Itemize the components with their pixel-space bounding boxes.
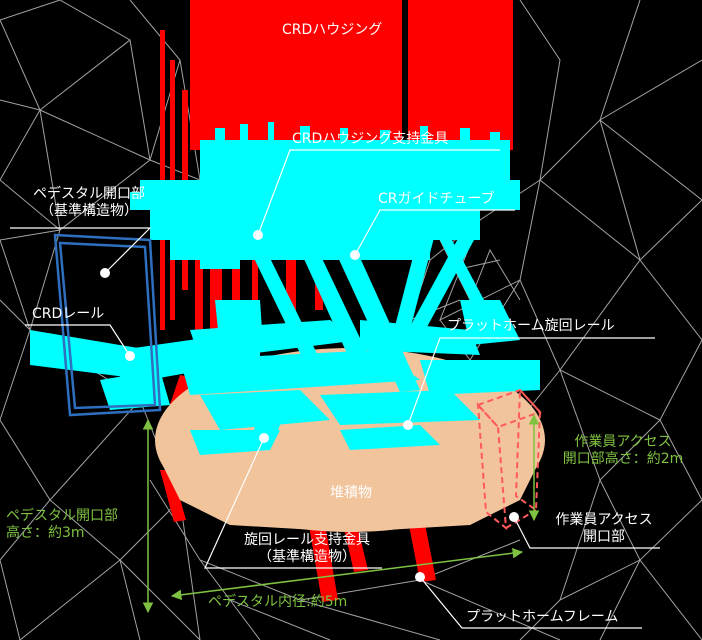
rotation-rail-support-line1: 旋回レール支持金具 <box>244 532 370 548</box>
dimension-lines <box>142 413 540 614</box>
worker-access-opening-label: 作業員アクセス 開口部 <box>540 512 668 546</box>
deposit-base <box>160 460 540 532</box>
worker-access-height-label: 作業員アクセス 開口部高さ：約2m <box>548 434 698 468</box>
platform-rotation-rail-label: プラットホーム旋回レール <box>447 318 615 334</box>
crd-housing-label: CRDハウジング <box>282 22 383 38</box>
platform-frame-label: プラットホームフレーム <box>466 609 619 625</box>
pedestal-opening-frame <box>53 233 162 417</box>
rotation-rail-support-label: 旋回レール支持金具 （基準構造物） <box>232 532 382 566</box>
pedestal-opening-label-line1: ペデスタル開口部 <box>33 186 145 202</box>
crd-housing-support-label: CRDハウジング支持金具 <box>292 131 449 147</box>
pedestal-opening-label: ペデスタル開口部 （基準構造物） <box>18 186 160 220</box>
worker-access-height-line1: 作業員アクセス <box>574 434 672 450</box>
worker-access-height-line2: 開口部高さ：約2m <box>562 451 684 467</box>
leader-dots <box>100 230 519 582</box>
pedestal-opening-label-line2: （基準構造物） <box>40 203 138 219</box>
pedestal-height-line2: 高さ：約3m <box>6 525 85 541</box>
deposit-label: 堆積物 <box>330 485 372 501</box>
pedestal-height-line1: ペデスタル開口部 <box>6 508 118 524</box>
cr-guide-tube-label: CRガイドチューブ <box>378 191 495 207</box>
pedestal-inner-diameter-label: ペデスタル内径:約5m <box>208 594 348 610</box>
pedestal-height-label: ペデスタル開口部 高さ：約3m <box>6 508 118 542</box>
leader-lines <box>10 149 660 629</box>
worker-access-opening-line1: 作業員アクセス <box>555 512 653 528</box>
rotation-rail-support-line2: （基準構造物） <box>258 549 356 565</box>
crd-housing-support-structure <box>130 122 520 269</box>
platform-debris-pile <box>180 300 540 455</box>
worker-access-opening-frame <box>476 387 542 531</box>
worker-access-opening-line2: 開口部 <box>583 529 625 545</box>
crd-rail-label: CRDレール <box>32 306 105 322</box>
